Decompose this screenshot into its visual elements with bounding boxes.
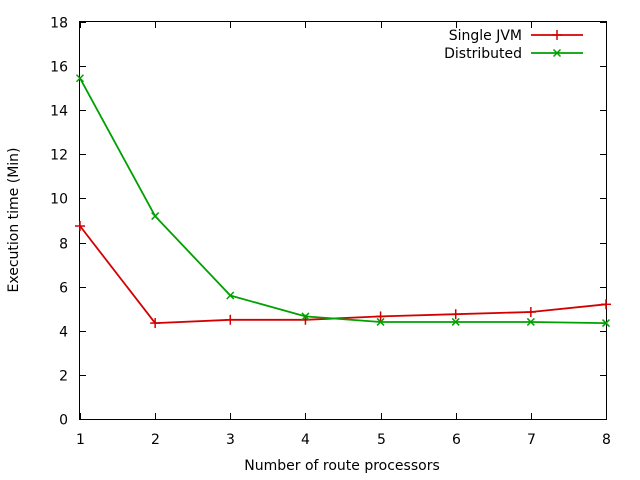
y-tick-label: 14 — [50, 104, 68, 120]
plus-marker — [450, 309, 461, 320]
legend-label: Distributed — [444, 46, 522, 62]
cross-marker — [526, 317, 535, 326]
x-tick-label: 5 — [377, 432, 386, 448]
plot-frame — [79, 21, 607, 420]
plus-marker — [225, 314, 236, 325]
series-line — [79, 225, 607, 325]
y-tick-label: 18 — [50, 16, 68, 32]
legend-item: Distributed — [444, 46, 583, 62]
legend-item: Single JVM — [449, 28, 583, 44]
cross-marker — [151, 212, 160, 221]
cross-marker — [75, 74, 85, 83]
y-tick-label: 16 — [50, 60, 68, 76]
y-tick-label: 6 — [59, 281, 68, 297]
x-tick-label: 6 — [452, 432, 461, 448]
series-line — [79, 77, 607, 324]
x-tick-label: 3 — [226, 432, 235, 448]
cross-marker — [376, 317, 385, 326]
cross-marker — [552, 48, 562, 58]
y-tick-label: 12 — [50, 148, 68, 164]
legend-label: Single JVM — [449, 28, 522, 44]
y-tick-label: 10 — [50, 192, 68, 208]
axis-ticks — [80, 22, 607, 420]
y-tick-label: 4 — [59, 325, 68, 341]
y-tick-label: 8 — [59, 237, 68, 253]
cross-marker — [301, 312, 310, 321]
plus-marker — [150, 318, 161, 329]
plus-marker — [375, 311, 386, 322]
series-layer — [75, 74, 611, 329]
series-single-jvm — [75, 221, 611, 329]
legend: Single JVM Distributed — [444, 28, 583, 62]
x-tick-label: 2 — [151, 432, 160, 448]
cross-marker — [226, 291, 235, 300]
x-tick-label: 1 — [76, 432, 85, 448]
plus-marker — [601, 299, 611, 310]
plus-marker — [552, 30, 562, 40]
y-tick-label: 0 — [59, 413, 68, 429]
x-tick-label: 4 — [301, 432, 310, 448]
x-tick-label: 8 — [602, 432, 611, 448]
plus-marker — [525, 307, 536, 318]
cross-marker — [451, 317, 460, 326]
y-tick-label: 2 — [59, 369, 68, 385]
x-tick-label: 7 — [527, 432, 536, 448]
plus-marker — [75, 221, 85, 232]
series-distributed — [75, 74, 611, 328]
y-axis-label: Execution time (Min) — [6, 148, 22, 293]
x-axis-label: Number of route processors — [244, 458, 440, 474]
cross-marker — [601, 319, 611, 328]
